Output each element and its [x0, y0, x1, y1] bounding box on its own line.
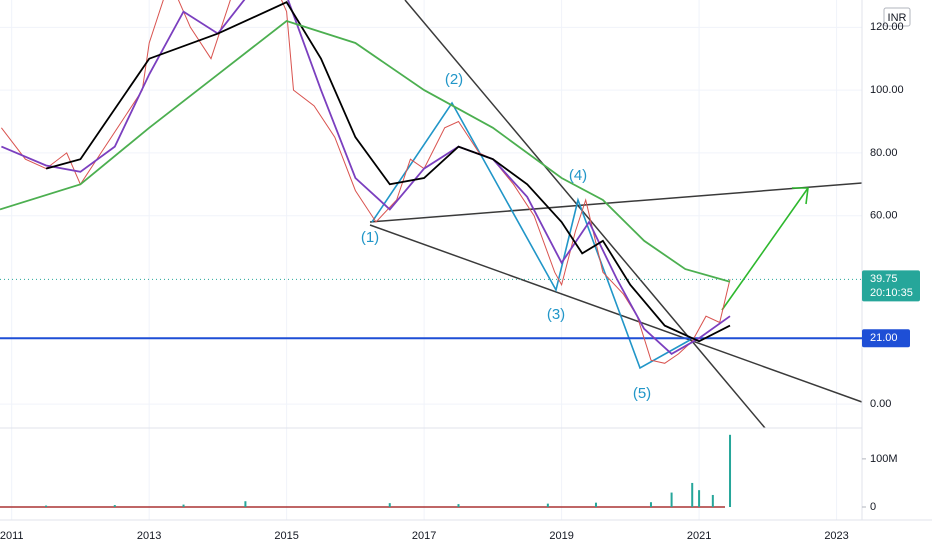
- x-tick-label: 2017: [412, 530, 436, 542]
- y-tick-label: 80.00: [870, 147, 898, 159]
- series-line: [0, 19, 731, 283]
- series-line: [1, 0, 731, 364]
- y2-tick-label: 100M: [870, 453, 898, 465]
- volume-bar: [698, 490, 701, 508]
- volume-bar: [546, 503, 549, 508]
- volume-bar: [670, 492, 673, 508]
- countdown: 20:10:35: [870, 287, 913, 299]
- price-badge-label: 21.00: [870, 332, 898, 344]
- target-arrow: [721, 187, 809, 311]
- currency-badge: [883, 7, 911, 27]
- wave-path: [371, 101, 691, 370]
- x-tick-label: 2013: [137, 530, 161, 542]
- wave-label: (4): [569, 167, 587, 184]
- last-price-badge: [862, 270, 920, 302]
- volume-bar: [45, 505, 48, 508]
- x-tick-label: 2021: [687, 530, 711, 542]
- volume-bar: [711, 494, 714, 508]
- x-tick-label: 2023: [824, 530, 848, 542]
- x-tick-label: 2015: [274, 530, 298, 542]
- volume-bar: [649, 502, 652, 508]
- y-tick-label: 0.00: [870, 398, 891, 410]
- volume-bar: [729, 434, 732, 508]
- x-tick-label: 2011: [0, 530, 24, 542]
- grid: [0, 0, 862, 520]
- series-line: [1, 0, 731, 356]
- last-price-label: 39.75: [870, 273, 898, 285]
- y-tick-label: 60.00: [870, 210, 898, 222]
- wave-label: (3): [547, 306, 565, 323]
- price-badge: [862, 329, 910, 348]
- volume-bar: [388, 503, 391, 508]
- wave-label: (5): [633, 385, 651, 402]
- volume-bar: [691, 482, 694, 508]
- y-tick-label: 100.00: [870, 84, 904, 96]
- volume-bar: [594, 502, 597, 508]
- currency: INR: [888, 12, 907, 24]
- volume-bar: [244, 501, 247, 508]
- trendlines: [369, 0, 863, 429]
- volume-bar: [113, 505, 116, 508]
- wave-label: (1): [361, 229, 379, 246]
- wave-label: (2): [445, 71, 463, 88]
- x-tick-label: 2019: [549, 530, 573, 542]
- y2-tick-label: 0: [870, 501, 876, 513]
- volume-bar: [457, 504, 460, 508]
- volume-bar: [182, 504, 185, 508]
- y-tick-label: 120.00: [870, 21, 904, 33]
- series-line: [45, 1, 731, 343]
